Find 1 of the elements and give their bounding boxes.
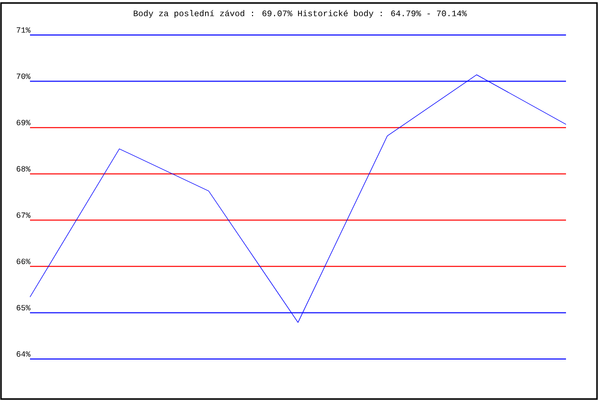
chart-title: Body za poslední závod : 69.07% Historické body : 64.79% - 70.14%	[134, 10, 467, 18]
